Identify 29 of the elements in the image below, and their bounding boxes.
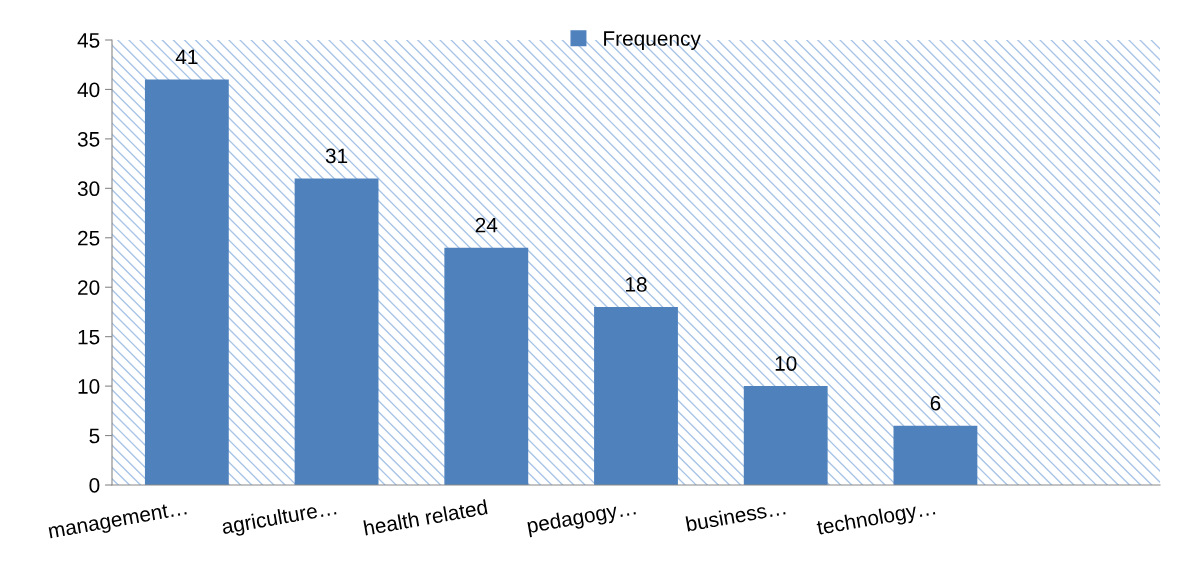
- bar: [594, 307, 678, 485]
- data-label: 18: [626, 277, 647, 292]
- y-tick-label: 40: [77, 82, 100, 98]
- bar: [743, 386, 828, 485]
- x-tick-label: management…: [48, 500, 188, 543]
- x-tick-label: health related: [363, 499, 488, 536]
- y-tick-label: 45: [77, 33, 100, 48]
- bar: [444, 247, 529, 485]
- y-tick-label: 30: [77, 181, 100, 197]
- y-tick-label: 0: [89, 478, 100, 493]
- data-label: 6: [930, 395, 941, 411]
- y-tick-label: 5: [89, 428, 100, 444]
- y-tick-label: 35: [77, 131, 100, 147]
- data-label: 10: [775, 356, 797, 371]
- y-tick-label: 25: [78, 230, 100, 246]
- data-label: 31: [325, 148, 348, 164]
- x-tick-label: pedagogy…: [526, 499, 637, 538]
- x-tick-label: agriculture…: [221, 499, 338, 539]
- data-label: 41: [175, 49, 198, 65]
- bar: [294, 178, 379, 485]
- x-tick-label: technology…: [815, 499, 937, 540]
- bar: [144, 79, 229, 485]
- y-tick-label: 10: [78, 379, 100, 394]
- y-tick-label: 20: [78, 280, 100, 295]
- legend-label: Frequency: [604, 31, 701, 50]
- x-tick-label: business…: [685, 499, 786, 532]
- bar: [893, 425, 978, 485]
- data-label: 24: [475, 217, 498, 233]
- y-tick-label: 15: [78, 329, 100, 345]
